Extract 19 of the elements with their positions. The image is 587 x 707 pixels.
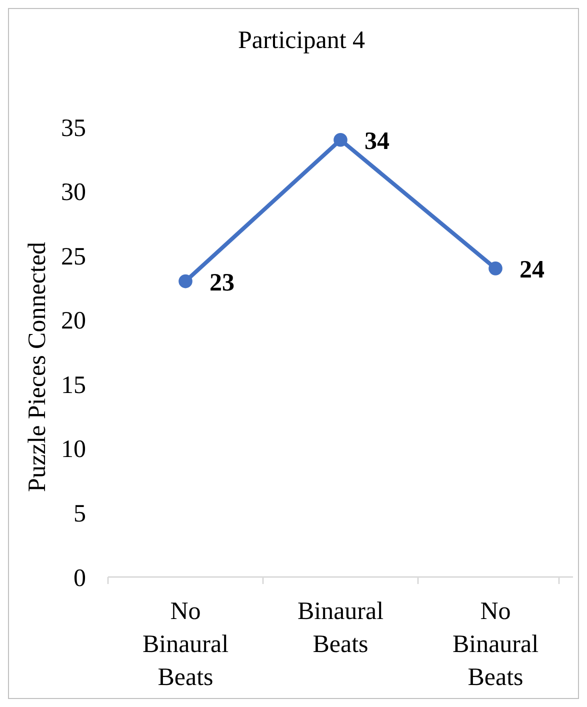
- data-label: 34: [364, 128, 390, 155]
- x-tick-label: Binaural Beats: [297, 598, 384, 658]
- data-label: 23: [210, 269, 234, 296]
- y-tick-label: 15: [61, 372, 86, 399]
- x-tick-label: No Binaural Beats: [452, 598, 539, 691]
- y-tick-label: 5: [74, 500, 86, 528]
- point: [334, 132, 348, 147]
- point: [178, 274, 192, 288]
- y-tick-label: 30: [61, 179, 86, 206]
- y-tick-label: 25: [61, 243, 86, 270]
- x-tick-label: No Binaural Beats: [142, 598, 229, 691]
- y-axis-title: Puzzle Pieces Connected: [24, 242, 51, 492]
- y-tick-label: 10: [61, 436, 86, 464]
- chart-title: Participant 4: [238, 27, 366, 54]
- y-tick-label: 20: [61, 308, 86, 335]
- y-tick-label: 0: [74, 564, 86, 592]
- data-label: 24: [520, 256, 545, 284]
- y-tick-label: 35: [61, 114, 86, 142]
- point: [488, 262, 502, 276]
